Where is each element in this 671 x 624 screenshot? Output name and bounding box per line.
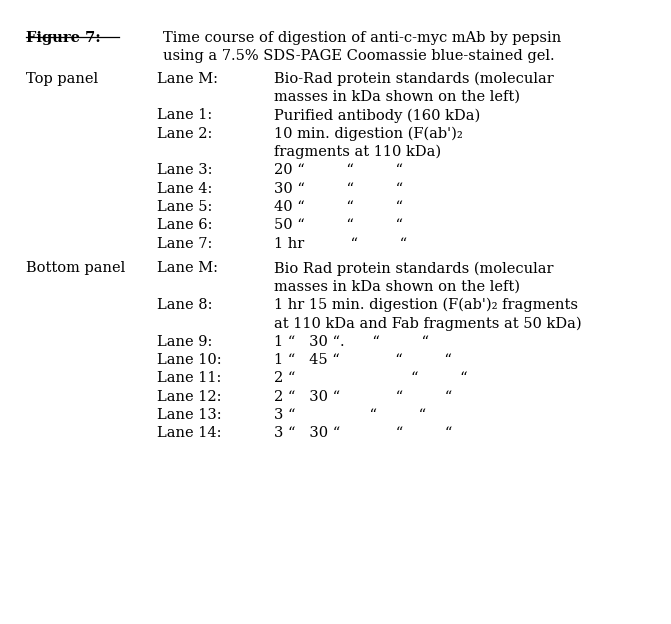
Text: 2 “   30 “            “         “: 2 “ 30 “ “ “	[274, 389, 452, 404]
Text: Lane 12:: Lane 12:	[156, 389, 221, 404]
Text: Time course of digestion of anti-c-myc mAb by pepsin: Time course of digestion of anti-c-myc m…	[163, 31, 562, 45]
Text: Top panel: Top panel	[26, 72, 99, 85]
Text: Lane 9:: Lane 9:	[156, 334, 212, 349]
Text: Lane 1:: Lane 1:	[156, 109, 212, 122]
Text: Lane 10:: Lane 10:	[156, 353, 221, 367]
Text: 1 hr          “         “: 1 hr “ “	[274, 236, 407, 251]
Text: 30 “         “         “: 30 “ “ “	[274, 182, 403, 196]
Text: Purified antibody (160 kDa): Purified antibody (160 kDa)	[274, 109, 480, 123]
Text: 1 hr 15 min. digestion (F(ab')₂ fragments: 1 hr 15 min. digestion (F(ab')₂ fragment…	[274, 298, 578, 313]
Text: fragments at 110 kDa): fragments at 110 kDa)	[274, 145, 441, 160]
Text: 20 “         “         “: 20 “ “ “	[274, 163, 403, 177]
Text: 1 “   30 “.      “         “: 1 “ 30 “. “ “	[274, 334, 429, 349]
Text: Lane 4:: Lane 4:	[156, 182, 212, 196]
Text: 3 “                “         “: 3 “ “ “	[274, 408, 426, 422]
Text: Lane 11:: Lane 11:	[156, 371, 221, 385]
Text: Bio Rad protein standards (molecular: Bio Rad protein standards (molecular	[274, 261, 554, 276]
Text: Lane 2:: Lane 2:	[156, 127, 212, 140]
Text: Lane 3:: Lane 3:	[156, 163, 212, 177]
Text: 10 min. digestion (F(ab')₂: 10 min. digestion (F(ab')₂	[274, 127, 462, 141]
Text: 50 “         “         “: 50 “ “ “	[274, 218, 403, 232]
Text: Lane 6:: Lane 6:	[156, 218, 212, 232]
Text: 2 “                         “         “: 2 “ “ “	[274, 371, 468, 385]
Text: Lane M:: Lane M:	[156, 261, 217, 275]
Text: Bottom panel: Bottom panel	[26, 261, 125, 275]
Text: Lane 13:: Lane 13:	[156, 408, 221, 422]
Text: using a 7.5% SDS-PAGE Coomassie blue-stained gel.: using a 7.5% SDS-PAGE Coomassie blue-sta…	[163, 49, 555, 63]
Text: Lane 7:: Lane 7:	[156, 236, 212, 251]
Text: masses in kDa shown on the left): masses in kDa shown on the left)	[274, 90, 520, 104]
Text: 40 “         “         “: 40 “ “ “	[274, 200, 403, 214]
Text: 3 “   30 “            “         “: 3 “ 30 “ “ “	[274, 426, 452, 441]
Text: at 110 kDa and Fab fragments at 50 kDa): at 110 kDa and Fab fragments at 50 kDa)	[274, 316, 581, 331]
Text: masses in kDa shown on the left): masses in kDa shown on the left)	[274, 280, 520, 293]
Text: Lane 8:: Lane 8:	[156, 298, 212, 312]
Text: Lane 14:: Lane 14:	[156, 426, 221, 441]
Text: Bio-Rad protein standards (molecular: Bio-Rad protein standards (molecular	[274, 72, 554, 86]
Text: Lane M:: Lane M:	[156, 72, 217, 85]
Text: Lane 5:: Lane 5:	[156, 200, 212, 214]
Text: Figure 7:: Figure 7:	[26, 31, 101, 45]
Text: 1 “   45 “            “         “: 1 “ 45 “ “ “	[274, 353, 452, 367]
